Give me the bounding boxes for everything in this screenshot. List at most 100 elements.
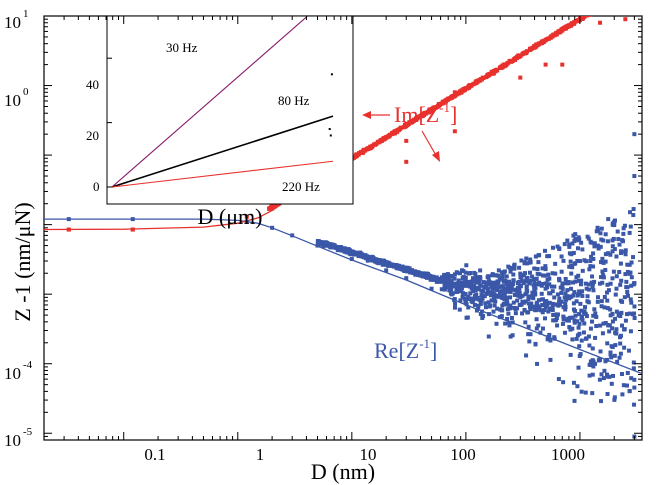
x-tick-label: 10 [360,445,377,464]
re-point [488,303,493,308]
re-point [563,301,568,306]
re-point [524,353,529,358]
re-point [532,286,537,291]
re-point [513,311,518,316]
re-point [446,285,451,290]
re-point [584,286,589,291]
re-point [594,229,599,234]
re-point [503,321,508,326]
im-point [491,71,496,76]
im-point [244,214,249,219]
im-point [603,1,607,5]
re-point [543,273,548,278]
re-point [376,258,381,263]
re-point [534,317,539,322]
re-point [509,282,514,287]
re-point [562,295,567,300]
re-point [493,273,498,278]
re-point [453,301,458,306]
re-point [527,281,532,286]
re-point [572,290,577,295]
re-point [594,324,599,329]
re-point [610,276,615,281]
re-point [613,316,618,321]
re-point [587,267,592,272]
im-point [272,204,277,209]
re-point [482,294,487,299]
im-point [589,10,593,14]
re-point [361,253,366,258]
im-point [596,7,600,11]
re-point [414,271,419,276]
re-point [511,278,516,283]
re-point [452,297,457,302]
re-point [623,272,628,277]
re-point [473,294,478,299]
re-point [469,286,474,291]
re-point [581,330,586,335]
re-point [593,311,598,316]
re-point [508,269,513,274]
re-point [612,397,617,402]
re-point [580,247,585,252]
im-point [601,2,605,6]
re-point [427,273,432,278]
re-point [559,254,564,259]
re-point [592,244,597,249]
re-point [591,288,596,293]
re-point [628,297,633,302]
re-point [588,363,593,368]
re-point [349,257,354,262]
re-point [387,261,392,266]
re-point [598,231,603,236]
re-point [463,275,468,280]
re-point [512,266,517,271]
re-point [598,244,603,249]
re-point [631,360,636,365]
re-point [572,318,577,323]
im-point [584,16,589,18]
re-point [465,297,470,302]
re-point [491,297,496,302]
im-point [595,8,599,12]
re-point [563,291,568,296]
re-point [576,325,581,330]
re-point [618,298,623,303]
re-point [605,341,610,346]
re-point [578,282,583,287]
re-point [599,399,604,404]
re-point [591,264,596,269]
re-point [489,284,494,289]
im-point [543,62,548,67]
re-point [618,282,623,287]
re-point [468,291,473,296]
inset-series-line [111,160,334,188]
re-point [547,300,552,305]
re-point [614,327,619,332]
im-point [404,159,409,164]
re-point [442,287,447,292]
re-point [571,380,576,385]
re-point [479,293,484,298]
re-point [566,318,571,323]
re-point [587,343,592,348]
re-point [568,315,573,320]
im-point [591,10,595,14]
re-point [540,281,545,286]
re-point [569,271,574,276]
re-point [592,279,597,284]
re-point [381,260,386,265]
re-point [552,295,557,300]
re-point [532,266,537,271]
re-point [608,252,613,257]
re-point [553,302,558,307]
re-point [504,274,509,279]
re-point [528,304,533,309]
inset-series-label-80hz: 80 Hz [278,93,310,108]
re-point [397,266,402,271]
re-point [544,302,549,307]
re-point [533,308,538,313]
re-point [545,337,550,342]
re-point [471,283,476,288]
re-point [560,281,565,286]
